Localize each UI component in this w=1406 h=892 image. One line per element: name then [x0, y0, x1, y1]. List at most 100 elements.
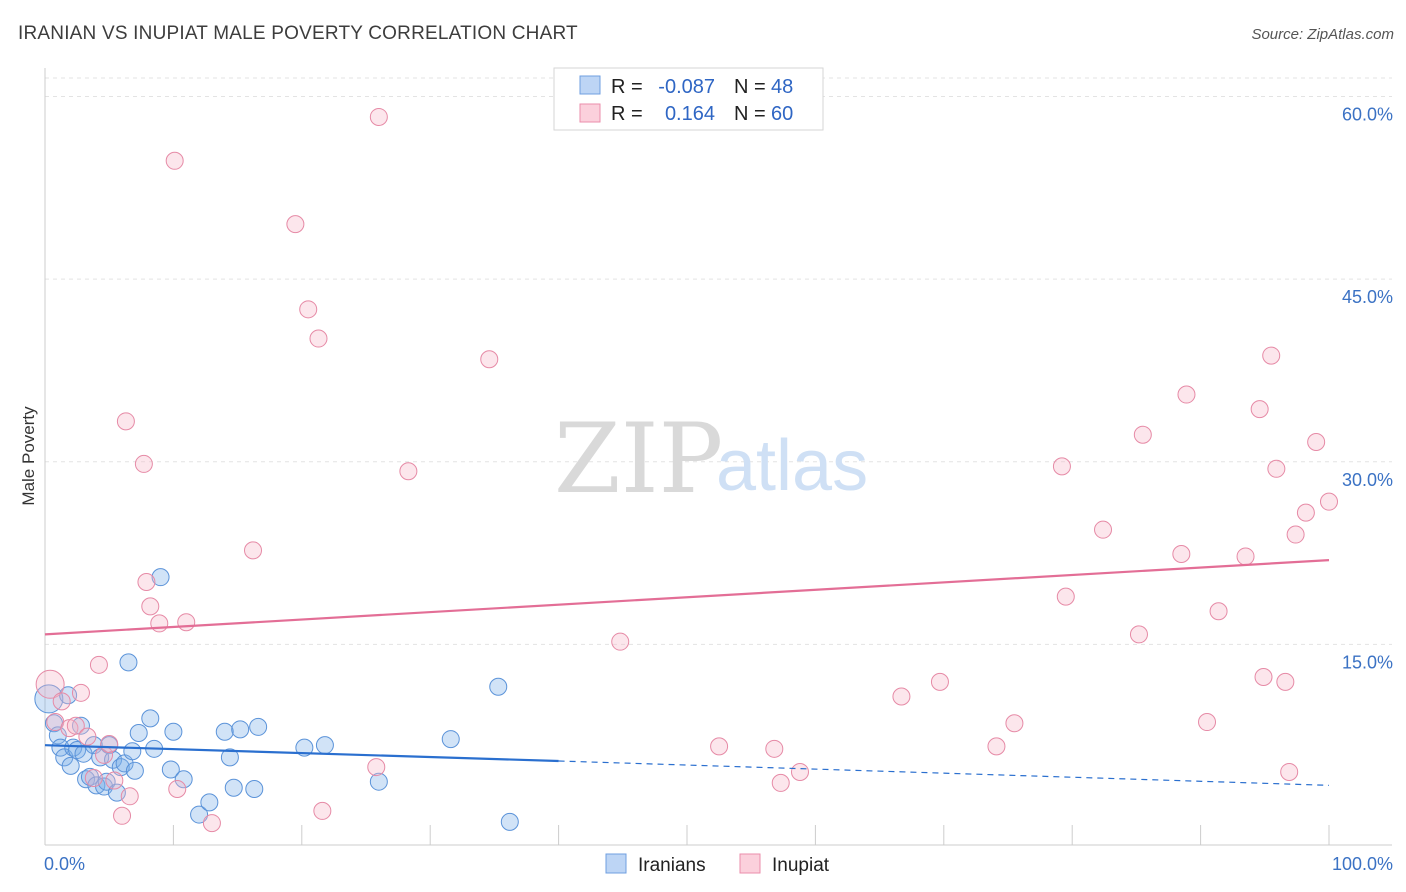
iranians-point-39 — [245, 779, 264, 798]
iranians-point-45 — [489, 677, 508, 696]
inupiat-point-53 — [1262, 346, 1281, 365]
legend-n-label-iranians: N = — [734, 76, 766, 98]
inupiat-point-26 — [309, 329, 328, 348]
inupiat-point-22 — [202, 814, 221, 833]
correlation-legend: R = -0.087 N = 48 R = 0.164 N = 60 — [553, 67, 824, 131]
inupiat-point-36 — [790, 762, 809, 781]
inupiat-point-46 — [1172, 545, 1191, 564]
inupiat-point-55 — [1276, 672, 1295, 691]
legend-r-label-iranians: R = — [611, 76, 643, 98]
inupiat-point-34 — [765, 739, 784, 758]
legend-swatch-inupiat — [579, 103, 601, 123]
iranians-point-34 — [200, 793, 219, 812]
legend-r-value-inupiat: 0.164 — [665, 103, 715, 125]
plot-area: ZIP atlas 15.0% 30.0% 45.0% 60.0% — [34, 68, 1393, 846]
inupiat-point-50 — [1236, 547, 1255, 566]
inupiat-point-35 — [771, 773, 790, 792]
iranians-point-37 — [224, 778, 243, 797]
inupiat-point-27 — [313, 801, 332, 820]
inupiat-point-33 — [710, 737, 729, 756]
iranians-point-33 — [190, 805, 209, 824]
legend-n-value-inupiat: 60 — [771, 103, 793, 125]
inupiat-point-24 — [286, 215, 305, 234]
series-legend-swatch-inupiat — [739, 853, 761, 874]
inupiat-point-59 — [1307, 433, 1326, 452]
inupiat-point-39 — [987, 737, 1006, 756]
inupiat-point-44 — [1129, 625, 1148, 644]
inupiat-point-11 — [105, 771, 124, 790]
iranians-point-35 — [215, 722, 234, 741]
watermark-zip: ZIP — [554, 403, 723, 515]
watermark: ZIP atlas — [554, 403, 868, 515]
inupiat-point-2 — [52, 692, 71, 711]
y-tick-labels: 15.0% 30.0% 45.0% 60.0% — [1342, 105, 1393, 673]
y-axis-label: Male Poverty — [19, 406, 38, 506]
inupiat-point-18 — [150, 614, 169, 633]
iranians-point-42 — [315, 736, 334, 755]
inupiat-point-51 — [1250, 400, 1269, 419]
iranians-point-27 — [141, 709, 160, 728]
inupiat-point-52 — [1254, 667, 1273, 686]
inupiat-point-12 — [113, 806, 132, 825]
inupiat-trend-line — [44, 559, 1330, 636]
inupiat-point-37 — [892, 687, 911, 706]
chart-source: Source: ZipAtlas.com — [1251, 26, 1394, 43]
iranians-point-46 — [500, 812, 519, 831]
y-tick-label-15: 15.0% — [1342, 652, 1393, 672]
inupiat-point-42 — [1056, 587, 1075, 606]
inupiat-point-21 — [177, 613, 196, 632]
iranians-point-38 — [231, 720, 250, 739]
iranians-trend-line — [44, 744, 559, 763]
inupiat-point-43 — [1094, 520, 1113, 539]
inupiat-point-40 — [1005, 714, 1024, 733]
iranians-point-26 — [129, 723, 148, 742]
inupiat-point-7 — [84, 769, 103, 788]
inupiat-point-38 — [930, 672, 949, 691]
inupiat-point-4 — [66, 716, 85, 735]
inupiat-point-32 — [611, 632, 630, 651]
inupiat-point-14 — [120, 787, 139, 806]
inupiat-point-13 — [116, 412, 135, 431]
inupiat-point-15 — [134, 454, 153, 473]
iranians-point-44 — [441, 730, 460, 749]
inupiat-point-41 — [1052, 457, 1071, 476]
inupiat-point-47 — [1177, 385, 1196, 404]
x-ticks — [44, 825, 1330, 845]
inupiat-point-6 — [78, 727, 97, 746]
inupiat-point-16 — [137, 573, 156, 592]
series-legend-swatch-iranians — [605, 853, 627, 874]
legend-swatch-iranians — [579, 75, 601, 95]
inupiat-point-17 — [141, 597, 160, 616]
inupiat-point-54 — [1267, 459, 1286, 478]
inupiat-point-28 — [367, 758, 386, 777]
inupiat-point-23 — [244, 541, 263, 560]
iranians-point-40 — [249, 717, 268, 736]
iranians-point-25 — [125, 761, 144, 780]
iranians-point-14 — [87, 776, 106, 795]
iranians-point-31 — [164, 722, 183, 741]
inupiat-point-56 — [1280, 762, 1299, 781]
inupiat-point-57 — [1286, 525, 1305, 544]
iranians-point-6 — [61, 756, 80, 775]
iranians-point-30 — [161, 760, 180, 779]
inupiat-point-29 — [369, 107, 388, 126]
inupiat-point-5 — [71, 683, 90, 702]
legend-n-label-inupiat: N = — [734, 103, 766, 125]
y-tick-label-45: 45.0% — [1342, 287, 1393, 307]
trend-lines — [44, 559, 1330, 786]
iranians-point-24 — [123, 742, 142, 761]
inupiat-point-60 — [1320, 492, 1338, 511]
inupiat-point-10 — [100, 734, 119, 753]
iranians-point-36 — [220, 748, 239, 767]
iranians-point-29 — [151, 568, 170, 587]
iranians-point-23 — [119, 653, 138, 672]
series-legend-label-iranians: Iranians — [638, 855, 706, 876]
inupiat-point-20 — [168, 779, 187, 798]
inupiat-point-49 — [1209, 602, 1228, 621]
inupiat-point-8 — [89, 655, 108, 674]
legend-r-value-iranians: -0.087 — [658, 76, 715, 98]
inupiat-point-0 — [35, 669, 65, 699]
series-legend: Iranians Inupiat — [605, 853, 830, 876]
iranians-point-9 — [71, 716, 90, 735]
